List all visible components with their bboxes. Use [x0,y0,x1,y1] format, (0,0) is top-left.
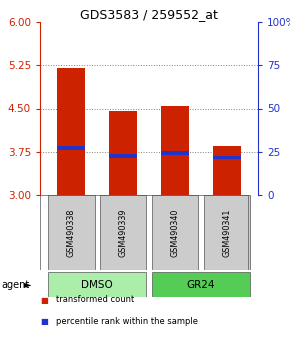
Bar [152,272,250,297]
Text: transformed count: transformed count [56,296,134,304]
Text: DMSO: DMSO [81,280,113,290]
Bar [48,272,146,297]
Text: GSM490339: GSM490339 [119,208,128,257]
Text: ■: ■ [40,318,48,326]
Text: GR24: GR24 [187,280,215,290]
Bar [109,112,137,195]
Bar [161,105,189,195]
Text: GSM490341: GSM490341 [222,208,231,257]
Bar [213,146,241,195]
Bar [204,195,250,270]
Text: GSM490338: GSM490338 [67,208,76,257]
Bar [152,195,198,270]
Text: agent: agent [1,280,30,290]
Text: ■: ■ [40,296,48,304]
Bar [57,68,86,195]
Title: GDS3583 / 259552_at: GDS3583 / 259552_at [80,8,218,21]
Bar [161,151,189,155]
Bar [100,195,146,270]
Text: GSM490340: GSM490340 [171,208,180,257]
Text: percentile rank within the sample: percentile rank within the sample [56,318,198,326]
Bar [57,146,86,150]
Bar [109,154,137,158]
Bar [48,195,95,270]
Bar [213,156,241,159]
Text: ►: ► [24,280,31,290]
